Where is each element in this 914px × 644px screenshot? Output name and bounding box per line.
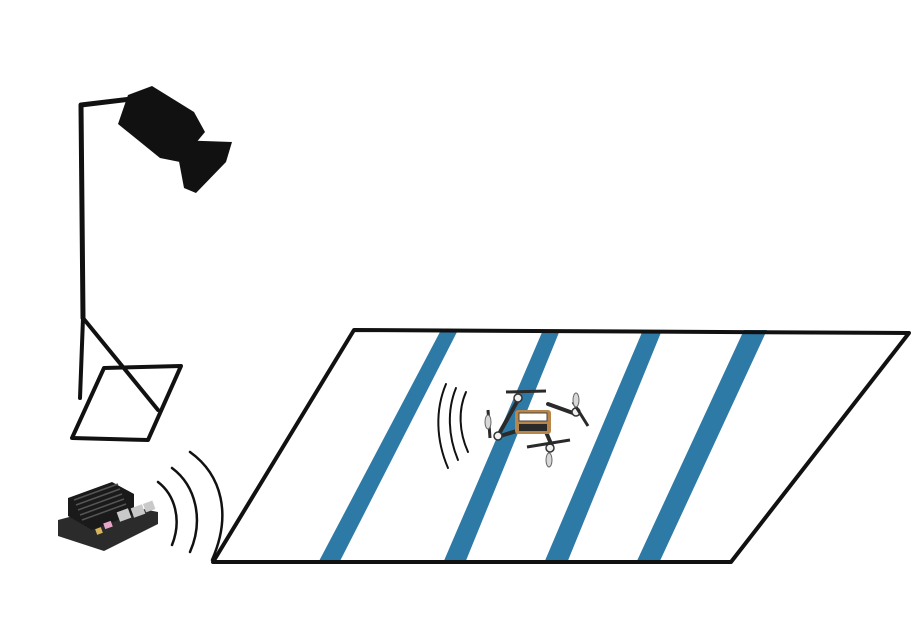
camera-pole	[78, 94, 151, 321]
wireless-signal-drone-icon	[437, 383, 469, 469]
embedded-board-icon	[58, 482, 158, 551]
floor-outline	[211, 328, 911, 564]
stripe-4	[636, 330, 767, 563]
camera-on-tripod	[70, 86, 232, 442]
stripe-2	[443, 330, 560, 563]
stripe-3	[544, 330, 662, 563]
stripe-1	[318, 330, 458, 563]
camera-lens-icon	[175, 140, 232, 193]
tripod-base	[70, 316, 183, 442]
floor-mat	[211, 328, 911, 564]
wireless-signal-board-icon	[156, 450, 224, 562]
quadcopter-drone-icon	[484, 389, 590, 468]
